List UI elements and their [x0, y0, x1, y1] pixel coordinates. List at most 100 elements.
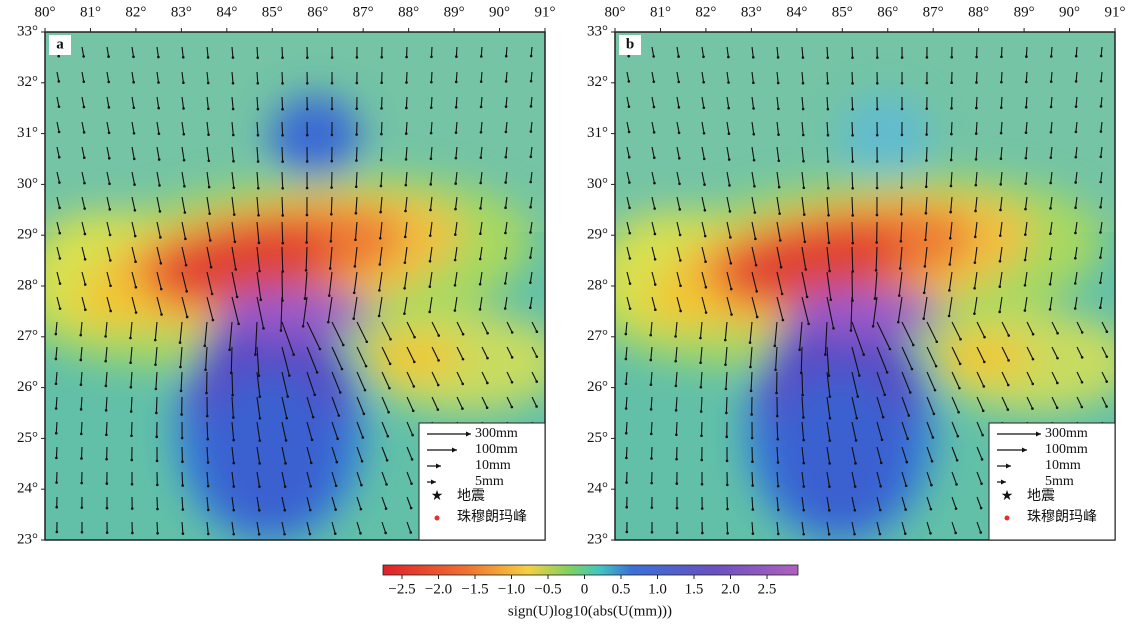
arrow-head [109, 234, 112, 237]
arrow-head [104, 335, 107, 338]
arrow-head [957, 435, 960, 438]
arrow-head [625, 407, 628, 410]
arrow-head [975, 132, 978, 135]
arrow-head [405, 132, 408, 135]
arrow-head [999, 234, 1002, 237]
arrow-shaft [626, 422, 627, 433]
arrow-head [724, 339, 727, 342]
legend-star: ★ [431, 489, 444, 504]
arrow-head [104, 360, 107, 363]
arrow-head [1081, 331, 1084, 334]
arrow-head [55, 407, 58, 410]
arrow-head [232, 533, 235, 536]
arrow-head [437, 359, 440, 362]
arrow-head [160, 313, 163, 316]
arrow-shaft [456, 47, 457, 57]
arrow-head [1099, 206, 1102, 209]
arrow-shaft [651, 447, 652, 458]
legend-label: 300mm [1045, 426, 1088, 441]
arrow-head [505, 80, 508, 83]
arrow-head [379, 211, 382, 214]
arrow-shaft [157, 522, 158, 533]
arrow-head [155, 412, 158, 415]
arrow-head [257, 108, 260, 111]
arrow-head [480, 156, 483, 159]
arrow-head [950, 81, 953, 84]
arrow-shaft [626, 447, 627, 458]
arrow-head [365, 365, 368, 368]
arrow-head [157, 81, 160, 84]
arrow-head [380, 107, 383, 110]
arrow-head [207, 509, 210, 512]
arrow-head [380, 81, 383, 84]
lon-tick-label: 88° [968, 4, 989, 20]
arrow-head [703, 132, 706, 135]
arrow-head [627, 55, 630, 58]
arrow-head [1075, 55, 1078, 58]
arrow-head [154, 363, 157, 366]
arrow-head [982, 409, 985, 412]
arrow-head [204, 368, 207, 371]
arrow-head [106, 507, 109, 510]
arrow-head [207, 107, 210, 110]
arrow-head [410, 482, 413, 485]
arrow-shaft [282, 122, 283, 135]
arrow-head [755, 264, 758, 267]
arrow-head [883, 393, 886, 396]
colorbar-tick-label: 0 [581, 581, 589, 597]
arrow-head [83, 182, 86, 185]
arrow-head [777, 461, 780, 464]
arrow-head [207, 133, 210, 136]
arrow-shaft [282, 197, 283, 215]
lat-tick-label: 30° [17, 176, 38, 192]
arrow-head [650, 408, 653, 411]
arrow-head [749, 366, 752, 369]
arrow-head [1007, 334, 1010, 337]
arrow-shaft [752, 472, 753, 486]
arrow-head [727, 81, 730, 84]
lon-tick-label: 89° [444, 4, 465, 20]
arrow-head [131, 532, 134, 535]
arrow-head [133, 132, 136, 135]
arrow-head [827, 214, 830, 217]
arrow-head [1056, 382, 1059, 385]
arrow-head [83, 207, 86, 210]
arrow-head [354, 238, 357, 241]
lon-tick-label: 89° [1014, 4, 1035, 20]
arrow-head [304, 297, 307, 300]
arrow-head [925, 212, 928, 215]
arrow-head [778, 159, 781, 162]
arrow-head [999, 260, 1002, 263]
arrow-head [911, 368, 914, 371]
arrow-head [1025, 157, 1028, 160]
arrow-head [504, 257, 507, 260]
arrow-head [725, 412, 728, 415]
arrow-head [625, 457, 628, 460]
arrow-head [386, 459, 389, 462]
arrow-head [108, 208, 111, 211]
arrow-head [258, 462, 261, 465]
arrow-head [355, 107, 358, 110]
arrow-head [405, 81, 408, 84]
arrow-shaft [926, 172, 927, 187]
arrow-head [929, 532, 932, 535]
arrow-head [210, 266, 213, 269]
arrow-shaft [282, 97, 283, 109]
arrow-head [1099, 306, 1102, 309]
arrow-head [980, 507, 983, 510]
arrow-head [828, 485, 831, 488]
arrow-head [801, 394, 804, 397]
arrow-head [674, 360, 677, 363]
arrow-head [536, 355, 539, 358]
arrow-head [829, 417, 832, 420]
arrow-shaft [777, 422, 778, 439]
arrow-head [133, 158, 136, 161]
arrow-head [999, 285, 1002, 288]
arrow-head [753, 185, 756, 188]
arrow-head [327, 321, 330, 324]
arrow-head [880, 462, 883, 465]
arrow-head [236, 296, 239, 299]
arrow-head [904, 532, 907, 535]
arrow-head [679, 259, 682, 262]
arrow-shaft [406, 122, 407, 134]
